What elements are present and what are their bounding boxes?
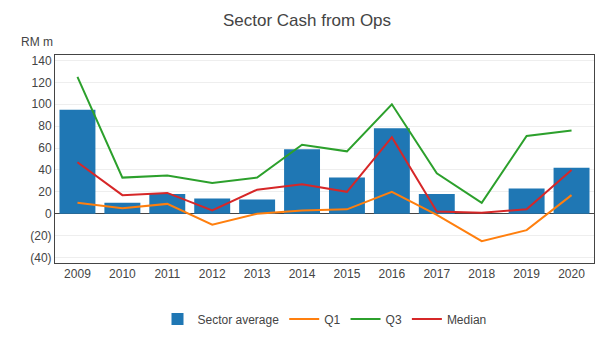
svg-text:(40): (40) — [30, 251, 51, 265]
svg-text:Median: Median — [447, 313, 486, 327]
svg-text:2018: 2018 — [468, 267, 495, 281]
svg-text:2011: 2011 — [154, 267, 180, 281]
svg-text:Sector Cash from Ops: Sector Cash from Ops — [223, 11, 391, 30]
svg-text:100: 100 — [32, 97, 52, 111]
svg-text:2019: 2019 — [513, 267, 540, 281]
svg-text:20: 20 — [38, 185, 52, 199]
svg-text:0: 0 — [45, 207, 52, 221]
svg-text:Q1: Q1 — [324, 313, 340, 327]
svg-text:80: 80 — [38, 119, 52, 133]
svg-text:40: 40 — [38, 163, 52, 177]
svg-text:120: 120 — [32, 76, 52, 90]
svg-text:Sector average: Sector average — [198, 313, 280, 327]
svg-text:2014: 2014 — [289, 267, 316, 281]
svg-text:2020: 2020 — [558, 267, 585, 281]
svg-text:140: 140 — [32, 54, 52, 68]
svg-text:2017: 2017 — [423, 267, 450, 281]
svg-text:2013: 2013 — [244, 267, 271, 281]
svg-text:Q3: Q3 — [386, 313, 402, 327]
svg-text:2010: 2010 — [109, 267, 136, 281]
svg-text:RM m: RM m — [21, 35, 53, 49]
svg-text:2012: 2012 — [199, 267, 226, 281]
svg-text:2015: 2015 — [334, 267, 361, 281]
svg-text:2016: 2016 — [379, 267, 406, 281]
svg-text:(20): (20) — [30, 229, 51, 243]
svg-text:2009: 2009 — [64, 267, 91, 281]
svg-text:60: 60 — [38, 141, 52, 155]
